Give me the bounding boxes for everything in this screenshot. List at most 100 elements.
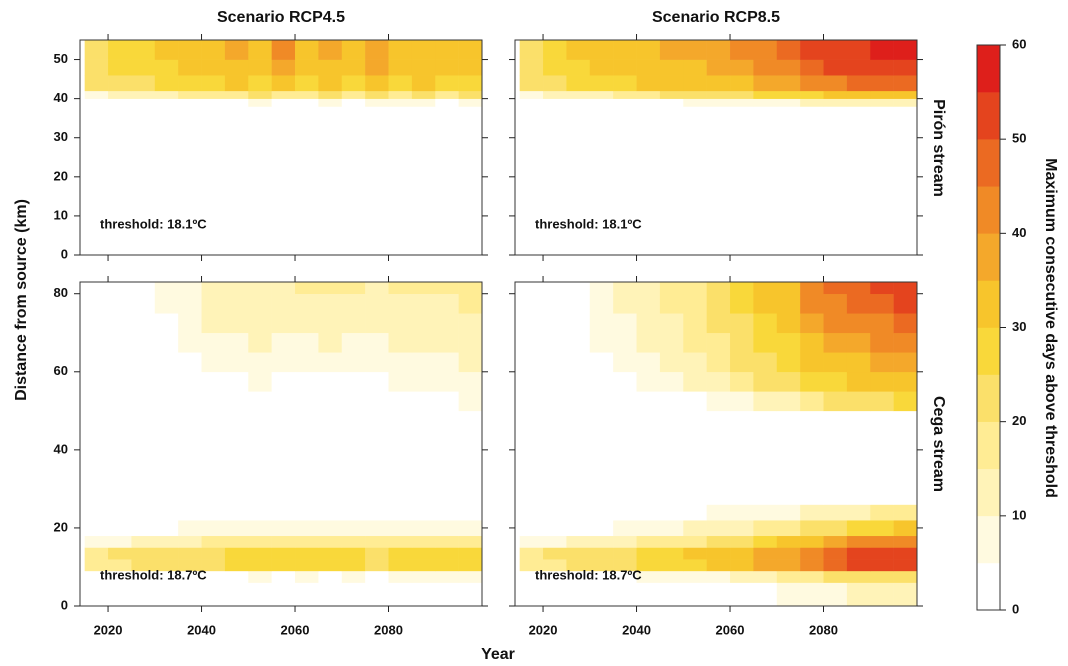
heat-cell bbox=[706, 75, 731, 92]
heat-cell bbox=[730, 520, 754, 537]
heat-cell bbox=[659, 352, 684, 373]
heat-cell bbox=[870, 98, 894, 107]
heat-cell bbox=[248, 106, 272, 256]
heat-cell bbox=[753, 293, 778, 314]
heat-cell bbox=[893, 352, 918, 373]
heat-cell bbox=[870, 410, 894, 505]
heat-cell bbox=[178, 98, 202, 107]
heat-cell bbox=[318, 332, 343, 353]
heat-cell bbox=[458, 332, 483, 353]
heat-cell bbox=[131, 391, 156, 412]
heat-cell bbox=[341, 391, 366, 412]
heat-cell bbox=[519, 98, 544, 107]
heat-cell bbox=[636, 582, 661, 607]
heat-cell bbox=[683, 293, 707, 314]
heat-cell bbox=[271, 504, 296, 521]
heat-cell bbox=[893, 520, 918, 537]
heat-cell bbox=[458, 535, 483, 548]
heat-cell bbox=[435, 75, 459, 92]
heat-cell bbox=[341, 40, 366, 60]
heat-cell bbox=[131, 570, 156, 583]
heat-cell bbox=[178, 559, 202, 572]
heat-cell bbox=[589, 40, 614, 60]
heat-cell bbox=[224, 332, 249, 353]
heat-cell bbox=[365, 293, 389, 314]
heat-cell bbox=[846, 410, 871, 505]
heat-cell bbox=[201, 504, 226, 521]
heat-cell bbox=[730, 75, 754, 92]
heat-cell bbox=[295, 504, 319, 521]
heat-cell bbox=[318, 520, 343, 537]
heat-cell bbox=[613, 332, 637, 353]
heat-cell bbox=[846, 570, 871, 583]
heat-cell bbox=[753, 570, 778, 583]
heat-cell bbox=[636, 371, 661, 392]
heat-cell bbox=[730, 547, 754, 560]
heat-cell bbox=[870, 504, 894, 521]
heat-cell bbox=[800, 535, 824, 548]
heat-cell bbox=[613, 282, 637, 295]
heat-cell bbox=[131, 410, 156, 505]
heat-cell bbox=[823, 504, 848, 521]
heat-cell bbox=[411, 59, 436, 76]
heat-cell bbox=[178, 504, 202, 521]
heat-cell bbox=[108, 582, 132, 607]
heat-cell bbox=[224, 59, 249, 76]
heat-cell bbox=[566, 352, 591, 373]
heat-cell bbox=[411, 90, 436, 99]
heat-cell bbox=[365, 520, 389, 537]
heat-cell bbox=[519, 75, 544, 92]
heat-cell bbox=[435, 391, 459, 412]
heat-cell bbox=[846, 293, 871, 314]
heat-cell bbox=[730, 559, 754, 572]
x-tick-label: 2040 bbox=[622, 622, 651, 637]
heat-cell bbox=[683, 570, 707, 583]
heat-cell bbox=[823, 59, 848, 76]
heat-cell bbox=[271, 582, 296, 607]
y-tick-label: 40 bbox=[54, 90, 68, 105]
heat-cell bbox=[613, 352, 637, 373]
heat-cell bbox=[318, 282, 343, 295]
heat-cell bbox=[823, 410, 848, 505]
heat-cell bbox=[659, 98, 684, 107]
heat-cell bbox=[659, 59, 684, 76]
heat-cell bbox=[613, 293, 637, 314]
heat-cell bbox=[683, 391, 707, 412]
heat-cell bbox=[776, 547, 801, 560]
heat-cell bbox=[893, 570, 918, 583]
heat-cell bbox=[154, 570, 179, 583]
heat-cell bbox=[131, 40, 156, 60]
heat-cell bbox=[589, 570, 614, 583]
heat-cell bbox=[341, 332, 366, 353]
heat-cell bbox=[178, 352, 202, 373]
heat-cell bbox=[800, 547, 824, 560]
heat-cell bbox=[84, 547, 109, 560]
heat-cell bbox=[318, 106, 343, 256]
heat-cell bbox=[706, 520, 731, 537]
heat-cell bbox=[846, 520, 871, 537]
heat-cell bbox=[84, 332, 109, 353]
heat-cell bbox=[730, 59, 754, 76]
heat-cell bbox=[636, 559, 661, 572]
heat-cell bbox=[201, 570, 226, 583]
heat-cell bbox=[589, 282, 614, 295]
heat-cell bbox=[458, 293, 483, 314]
colorbar-tick-label: 50 bbox=[1012, 131, 1026, 146]
heat-cell bbox=[519, 106, 544, 256]
heat-cell bbox=[411, 313, 436, 334]
heat-cell bbox=[870, 293, 894, 314]
heat-cell bbox=[84, 313, 109, 334]
heat-cell bbox=[636, 90, 661, 99]
heat-cell bbox=[589, 90, 614, 99]
heat-cell bbox=[519, 40, 544, 60]
heat-cell bbox=[846, 547, 871, 560]
heat-cell bbox=[659, 582, 684, 607]
heat-cell bbox=[458, 520, 483, 537]
heat-cell bbox=[318, 547, 343, 560]
heat-cell bbox=[613, 410, 637, 505]
heat-cell bbox=[108, 352, 132, 373]
heat-cell bbox=[295, 559, 319, 572]
heat-cell bbox=[613, 90, 637, 99]
heat-cell bbox=[823, 313, 848, 334]
heat-cell bbox=[341, 90, 366, 99]
